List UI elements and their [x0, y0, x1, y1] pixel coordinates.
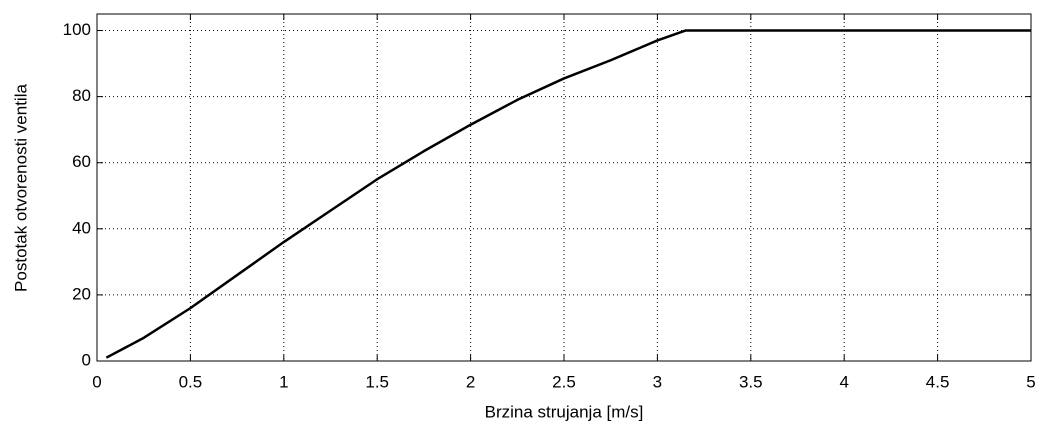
x-tick-label: 3.5 — [739, 372, 763, 391]
x-tick-label: 5 — [1026, 372, 1035, 391]
y-tick-label: 40 — [72, 218, 91, 237]
x-tick-label: 1 — [279, 372, 288, 391]
x-tick-label: 0.5 — [179, 372, 203, 391]
y-tick-label: 20 — [72, 284, 91, 303]
x-axis-label: Brzina strujanja [m/s] — [485, 402, 644, 421]
y-tick-label: 80 — [72, 86, 91, 105]
x-tick-label: 4.5 — [926, 372, 950, 391]
x-tick-label: 2.5 — [552, 372, 576, 391]
y-axis-label: Postotak otvorenosti ventila — [11, 84, 30, 292]
y-tick-label: 100 — [63, 20, 91, 39]
y-tick-label: 60 — [72, 152, 91, 171]
data-line — [105, 29, 1031, 359]
plot-frame — [96, 13, 1032, 362]
y-tick-label: 0 — [82, 350, 91, 369]
x-tick-label: 1.5 — [365, 372, 389, 391]
x-tick-label: 3 — [653, 372, 662, 391]
x-tick-label: 2 — [466, 372, 475, 391]
x-tick-label: 0 — [92, 372, 101, 391]
x-tick-label: 4 — [839, 372, 848, 391]
